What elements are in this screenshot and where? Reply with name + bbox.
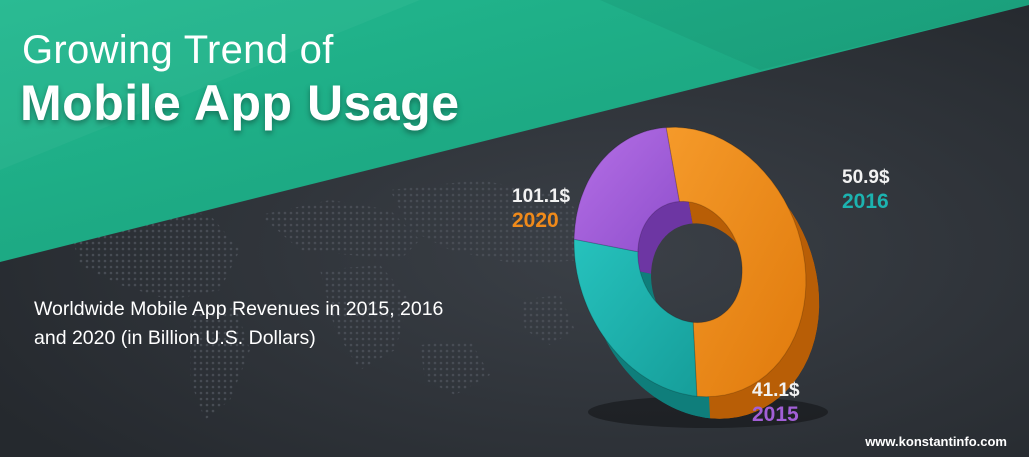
data-label-2016: 50.9$ 2016 [842,166,890,214]
value-label-2015: 41.1$ [752,380,800,401]
world-map-dots [70,180,600,420]
chart-subtitle: Worldwide Mobile App Revenues in 2015, 2… [34,298,444,349]
value-label-2016: 50.9$ [842,167,890,188]
category-label-2020: 2020 [512,209,559,232]
value-label-2020: 101.1$ [512,186,571,207]
website-link[interactable]: www.konstantinfo.com [865,434,1007,449]
data-label-2020: 101.1$ 2020 [512,185,570,233]
category-label-2015: 2015 [752,403,799,426]
data-label-2015: 41.1$ 2015 [752,379,800,427]
donut-slice-2015 [573,127,680,253]
category-label-2016: 2016 [842,190,889,213]
title-line2: Mobile App Usage [20,75,460,131]
title-line1: Growing Trend of [22,28,334,72]
header-banner [0,0,1029,262]
